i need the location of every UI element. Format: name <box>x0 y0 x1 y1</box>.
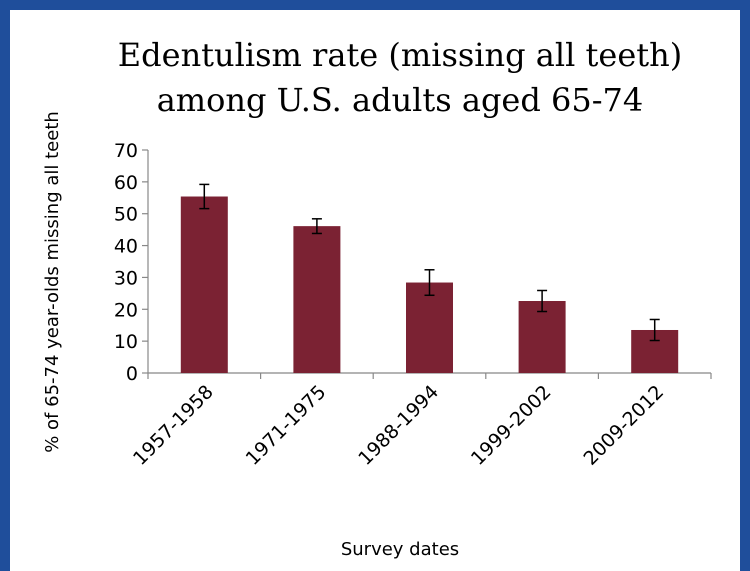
bar <box>293 226 341 373</box>
y-axis-title: % of 65-74 year-olds missing all teeth <box>42 111 63 453</box>
y-tick-label: 10 <box>114 331 138 353</box>
y-tick-label: 50 <box>114 204 138 226</box>
chart-title-line-1: Edentulism rate (missing all teeth) <box>118 36 682 74</box>
error-bars <box>199 183 660 342</box>
y-tick-label: 60 <box>114 172 138 194</box>
y-axis: 0 10 20 30 40 50 60 70 <box>114 140 149 385</box>
x-category-label: 1999-2002 <box>467 381 556 470</box>
x-category-label: 2009-2012 <box>579 381 668 470</box>
bars <box>180 196 679 373</box>
y-tick-label: 70 <box>114 140 138 162</box>
x-category-label: 1957-1958 <box>129 381 218 470</box>
y-tick-label: 20 <box>114 299 138 321</box>
chart-frame: Edentulism rate (missing all teeth) amon… <box>10 10 740 571</box>
x-axis <box>147 372 712 379</box>
bar <box>518 301 566 373</box>
y-tick-label: 0 <box>126 363 138 385</box>
bar <box>180 196 228 373</box>
category-labels: 1957-1958 1971-1975 1988-1994 1999-2002 2009… <box>129 381 668 470</box>
y-tick-label: 30 <box>114 267 138 289</box>
x-category-label: 1971-1975 <box>242 381 331 470</box>
bar-chart: Edentulism rate (missing all teeth) amon… <box>42 36 712 560</box>
chart-title-line-2: among U.S. adults aged 65-74 <box>157 81 644 119</box>
x-category-label: 1988-1994 <box>354 381 443 470</box>
y-tick-label: 40 <box>114 236 138 258</box>
x-axis-title: Survey dates <box>341 539 459 560</box>
bar <box>406 282 453 373</box>
